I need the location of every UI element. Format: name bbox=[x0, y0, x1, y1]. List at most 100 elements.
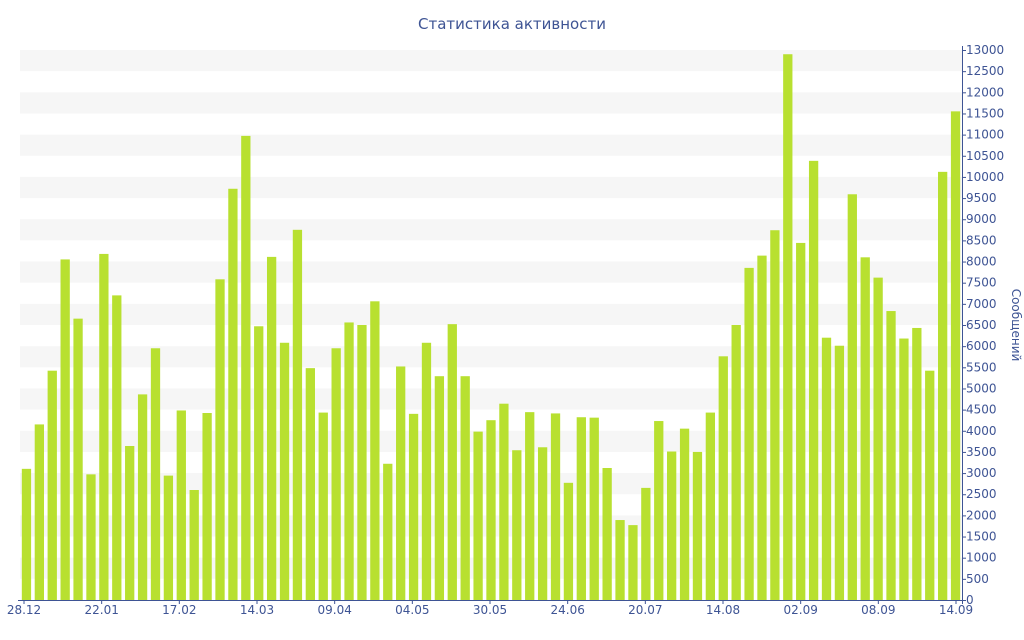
grid-band bbox=[20, 388, 962, 410]
y-tick-label: 8500 bbox=[966, 233, 997, 247]
grid-band bbox=[20, 346, 962, 368]
bar bbox=[834, 345, 845, 600]
chart-title: Статистика активности bbox=[418, 15, 606, 33]
bar bbox=[305, 368, 315, 600]
y-tick-label: 11500 bbox=[966, 106, 1004, 120]
bar bbox=[628, 525, 638, 600]
bars bbox=[21, 54, 961, 601]
bar bbox=[886, 311, 896, 600]
bar bbox=[254, 326, 264, 600]
grid-band bbox=[20, 92, 962, 114]
bar bbox=[589, 417, 599, 600]
y-tick-label: 500 bbox=[966, 572, 989, 586]
x-tick-label: 20.07 bbox=[628, 603, 662, 617]
y-tick-label: 8000 bbox=[966, 255, 997, 269]
bar bbox=[796, 242, 806, 601]
bar bbox=[421, 342, 432, 600]
y-axis-ticks: 0 500 1000 1500 2000 2500 3000 3500 4000 4500 5000… bbox=[962, 43, 1004, 607]
bar bbox=[408, 413, 419, 600]
bar bbox=[679, 428, 690, 600]
bar bbox=[137, 394, 148, 600]
bar bbox=[241, 135, 251, 600]
bar bbox=[150, 348, 161, 600]
bar bbox=[770, 230, 780, 601]
grid-band bbox=[20, 219, 962, 241]
bar bbox=[434, 376, 445, 600]
x-tick-label: 30.05 bbox=[473, 603, 507, 617]
bar bbox=[73, 318, 83, 600]
bar bbox=[318, 412, 328, 600]
bar bbox=[266, 256, 277, 600]
bar bbox=[783, 54, 793, 601]
bar bbox=[718, 356, 728, 600]
bar bbox=[757, 255, 767, 600]
x-tick-label: 24.06 bbox=[550, 603, 584, 617]
bar bbox=[47, 370, 57, 600]
grid-band bbox=[20, 176, 962, 199]
bar bbox=[202, 413, 212, 600]
bar bbox=[512, 450, 522, 600]
bar bbox=[821, 337, 832, 600]
bar bbox=[808, 160, 819, 600]
x-tick-label: 14.09 bbox=[939, 603, 973, 617]
bar bbox=[34, 424, 44, 600]
bar bbox=[705, 412, 716, 600]
x-axis-ticks: 28.12 22.01 17.02 14.03 09.04 04.05 30.05 24.06… bbox=[7, 600, 973, 617]
bar bbox=[550, 413, 561, 600]
bar bbox=[279, 342, 290, 600]
bar bbox=[873, 277, 883, 600]
x-tick-label: 04.05 bbox=[395, 603, 429, 617]
bar bbox=[950, 111, 961, 600]
bar bbox=[731, 325, 741, 600]
bar bbox=[525, 412, 535, 600]
bar bbox=[189, 490, 199, 600]
y-tick-label: 7500 bbox=[966, 276, 997, 290]
bar bbox=[486, 420, 496, 600]
bar bbox=[163, 475, 174, 600]
bar bbox=[899, 338, 909, 600]
bar bbox=[292, 229, 303, 600]
y-tick-label: 4000 bbox=[966, 424, 997, 438]
x-tick-label: 28.12 bbox=[7, 603, 41, 617]
bar bbox=[847, 194, 857, 600]
bar bbox=[667, 451, 677, 600]
y-tick-label: 12500 bbox=[966, 64, 1004, 78]
y-tick-label: 2000 bbox=[966, 508, 997, 522]
bar bbox=[357, 325, 367, 600]
bar bbox=[860, 257, 870, 600]
bar bbox=[370, 301, 380, 600]
y-tick-label: 7000 bbox=[966, 297, 997, 311]
bar bbox=[576, 417, 586, 600]
bar bbox=[938, 171, 948, 600]
grid-band bbox=[20, 50, 962, 72]
grid-band bbox=[20, 134, 962, 156]
y-tick-label: 3000 bbox=[966, 466, 997, 480]
x-tick-label: 08.09 bbox=[861, 603, 895, 617]
y-tick-label: 5500 bbox=[966, 360, 997, 374]
y-tick-label: 13000 bbox=[966, 43, 1004, 57]
bar bbox=[447, 324, 457, 600]
bar bbox=[86, 474, 96, 600]
bar bbox=[499, 403, 509, 600]
x-tick-label: 09.04 bbox=[317, 603, 351, 617]
y-tick-label: 6500 bbox=[966, 318, 997, 332]
x-tick-label: 02.09 bbox=[783, 603, 817, 617]
bar bbox=[563, 482, 574, 600]
bar bbox=[331, 348, 341, 600]
bar bbox=[383, 463, 393, 600]
y-tick-label: 0 bbox=[966, 593, 974, 607]
x-tick-label: 22.01 bbox=[84, 603, 118, 617]
bar bbox=[460, 376, 470, 600]
bar bbox=[176, 410, 186, 600]
x-tick-label: 14.08 bbox=[706, 603, 740, 617]
bar bbox=[60, 259, 70, 600]
bar bbox=[125, 446, 135, 600]
y-tick-label: 10500 bbox=[966, 149, 1004, 163]
y-tick-label: 9500 bbox=[966, 191, 997, 205]
bar bbox=[112, 295, 122, 600]
bar bbox=[215, 279, 225, 600]
bar bbox=[473, 431, 483, 600]
grid-band bbox=[20, 303, 962, 325]
bar bbox=[641, 487, 651, 600]
x-tick-label: 14.03 bbox=[240, 603, 274, 617]
